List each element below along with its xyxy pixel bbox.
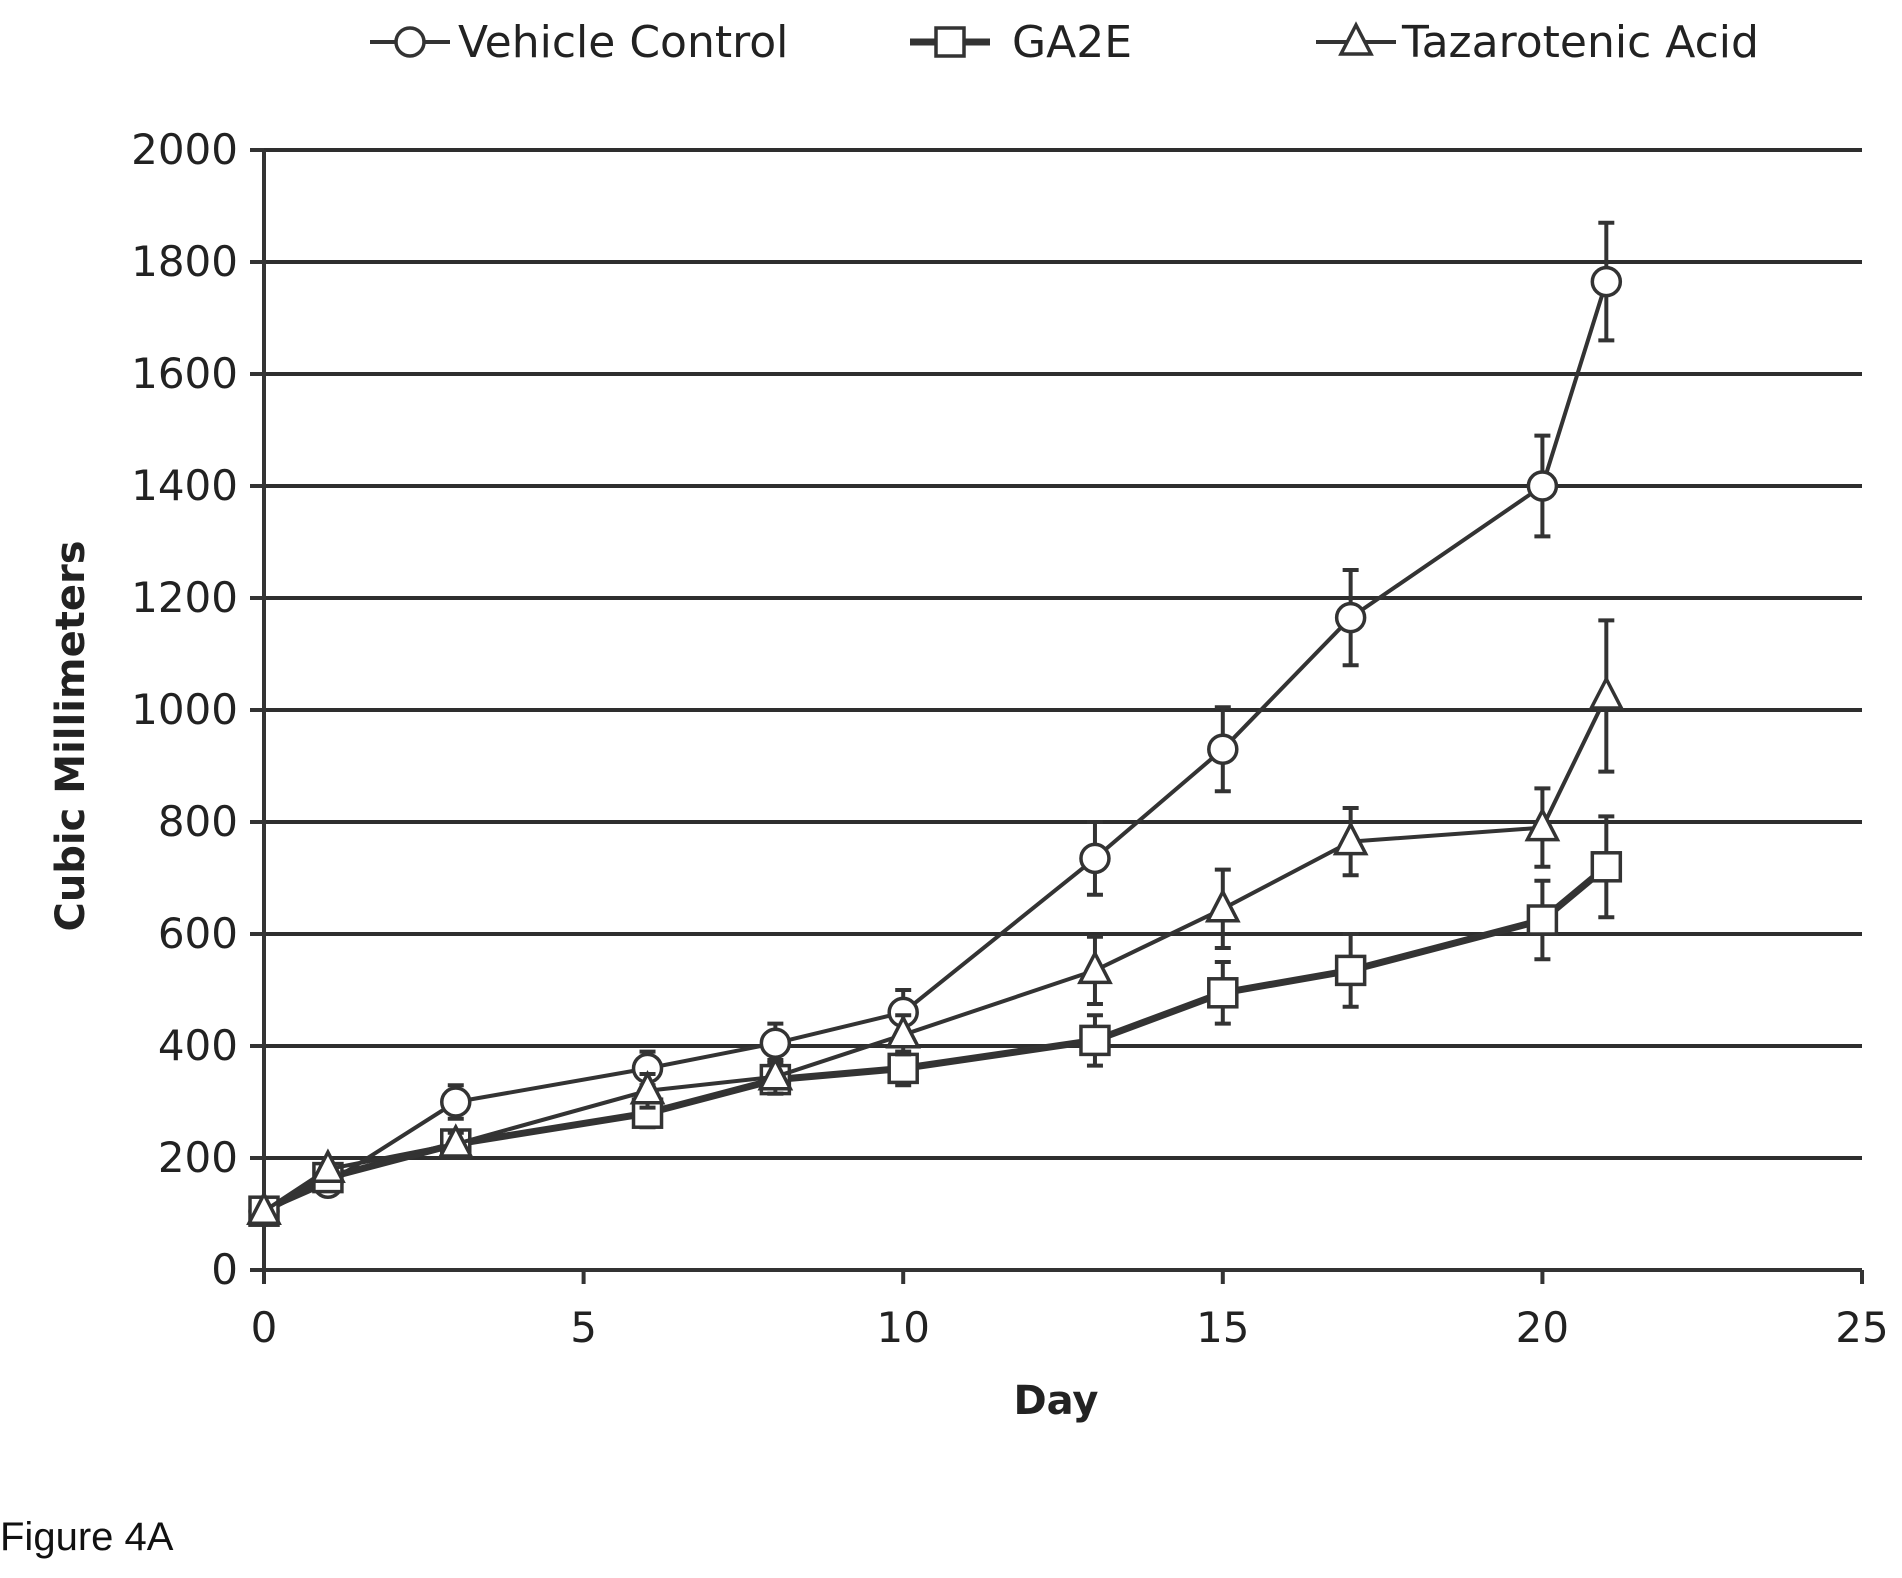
axes: [262, 150, 1862, 1284]
data-point-circle: [440, 1086, 472, 1118]
data-point-triangle: [757, 1055, 794, 1091]
legend-item: GA2E: [910, 17, 1132, 68]
series-line: [263, 281, 1609, 1214]
series-triangle: [246, 618, 1625, 1225]
data-point-circle: [1526, 470, 1559, 502]
data-point-triangle: [246, 1190, 282, 1225]
series: [246, 220, 1625, 1227]
data-point-triangle: [885, 1013, 922, 1049]
y-tick-label: 400: [158, 1021, 238, 1070]
data-point-square: [1207, 977, 1239, 1009]
figure-caption: Figure 4A: [0, 1515, 174, 1559]
y-tick-label: 200: [158, 1133, 238, 1182]
data-point-circle: [1207, 733, 1239, 765]
x-tick-label: 20: [1516, 1303, 1569, 1352]
legend-item: Tazarotenic Acid: [1316, 17, 1759, 68]
y-tick-label: 1400: [131, 461, 238, 510]
data-point-circle: [1079, 842, 1111, 875]
x-tick-label: 15: [1196, 1303, 1249, 1352]
data-point-circle: [759, 1027, 792, 1059]
x-tick-label: 25: [1835, 1303, 1888, 1352]
x-tick-label: 10: [876, 1303, 929, 1352]
data-point-triangle: [629, 1069, 666, 1105]
data-point-triangle: [1524, 806, 1561, 842]
data-point-triangle: [1332, 820, 1369, 856]
data-point-triangle: [1588, 675, 1625, 710]
data-point-triangle: [437, 1123, 474, 1158]
legend: Vehicle Control GA2E Tazarotenic Acid: [370, 17, 1759, 68]
y-tick-label: 2000: [131, 125, 238, 174]
y-tick-label: 1200: [131, 573, 238, 622]
legend-marker-triangle: [1338, 21, 1374, 56]
data-point-square: [887, 1052, 919, 1085]
legend-label: GA2E: [1012, 17, 1132, 68]
series-square: [248, 814, 1623, 1227]
y-tick-label: 1800: [131, 237, 238, 286]
y-tick-label: 600: [158, 909, 238, 958]
y-tick-label: 800: [158, 797, 238, 846]
data-point-square: [1079, 1024, 1111, 1057]
data-point-triangle: [310, 1148, 346, 1183]
data-point-square: [1334, 954, 1367, 987]
legend-marker-square: [934, 26, 966, 58]
legend-label: Tazarotenic Acid: [1401, 17, 1759, 68]
y-axis-title: Cubic Millimeters: [48, 540, 94, 931]
data-point-circle: [1334, 601, 1367, 634]
y-tick-label: 0: [211, 1245, 238, 1294]
data-point-circle: [1590, 265, 1623, 298]
y-tick-label: 1000: [131, 685, 238, 734]
x-axis-title: Day: [1013, 1378, 1098, 1424]
legend-marker-circle: [394, 26, 426, 58]
ticks: 0 200 400 600 800 1000 1200 1400 1600 1800 2000 0 5 1…: [131, 125, 1889, 1352]
data-point-triangle: [1204, 887, 1241, 923]
legend-item: Vehicle Control: [370, 17, 788, 68]
data-point-square: [1526, 904, 1559, 936]
x-tick-label: 0: [251, 1303, 278, 1352]
legend-label: Vehicle Control: [458, 17, 788, 68]
y-tick-label: 1600: [131, 349, 238, 398]
data-point-triangle: [1077, 949, 1113, 985]
x-tick-label: 5: [570, 1303, 597, 1352]
data-point-square: [1590, 851, 1623, 883]
gridlines: [264, 148, 1862, 1160]
